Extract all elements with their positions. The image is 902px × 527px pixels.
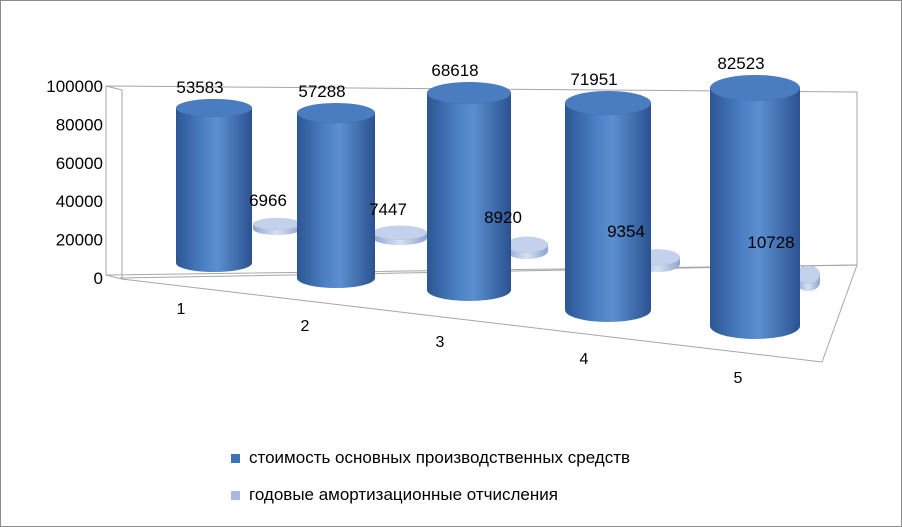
bar-series-2-2 xyxy=(372,225,428,245)
legend-swatch-series-1 xyxy=(231,453,240,463)
y-tick-label: 40000 xyxy=(56,192,103,211)
y-tick-label: 20000 xyxy=(56,231,103,250)
x-category-label: 3 xyxy=(436,334,445,351)
x-category-label: 1 xyxy=(177,301,186,318)
bar-series-1-2 xyxy=(296,102,376,288)
y-tick-label: 60000 xyxy=(56,154,103,173)
y-tick-label: 0 xyxy=(94,269,103,288)
bar-series-1-3 xyxy=(426,81,512,301)
side-wall-edge xyxy=(105,274,123,280)
data-label-series-1: 57288 xyxy=(298,82,345,101)
side-wall-top xyxy=(105,85,123,91)
x-category-label: 4 xyxy=(580,351,589,368)
data-label-series-2: 9354 xyxy=(607,222,645,241)
x-category-label: 2 xyxy=(301,318,310,335)
x-category-label: 5 xyxy=(734,370,743,387)
legend-label-series-1: стоимость основных производственных сред… xyxy=(249,448,631,467)
bar-series-1-1 xyxy=(175,98,253,272)
data-label-series-2: 10728 xyxy=(747,233,794,252)
data-label-series-1: 71951 xyxy=(570,70,617,89)
data-label-series-1: 82523 xyxy=(717,54,764,73)
y-tick-label: 100000 xyxy=(46,77,103,96)
bar-series-1-4 xyxy=(564,90,652,322)
data-label-series-2: 6966 xyxy=(249,191,287,210)
y-tick-label: 80000 xyxy=(56,115,103,134)
legend-item-series-2: годовые амортизационные отчисления xyxy=(231,485,630,505)
data-label-series-2: 8920 xyxy=(484,208,522,227)
data-label-series-1: 53583 xyxy=(176,78,223,97)
legend-swatch-series-2 xyxy=(231,490,240,500)
data-label-series-2: 7447 xyxy=(369,200,407,219)
bar-series-1-5 xyxy=(709,74,801,339)
data-label-series-1: 68618 xyxy=(431,61,478,80)
bar-series-2-5 xyxy=(795,265,821,291)
bar-series-2-1 xyxy=(252,217,302,235)
legend: стоимость основных производственных сред… xyxy=(231,448,630,522)
bar-series-2-3 xyxy=(505,236,549,259)
legend-label-series-2: годовые амортизационные отчисления xyxy=(249,485,558,504)
legend-item-series-1: стоимость основных производственных сред… xyxy=(231,448,630,468)
